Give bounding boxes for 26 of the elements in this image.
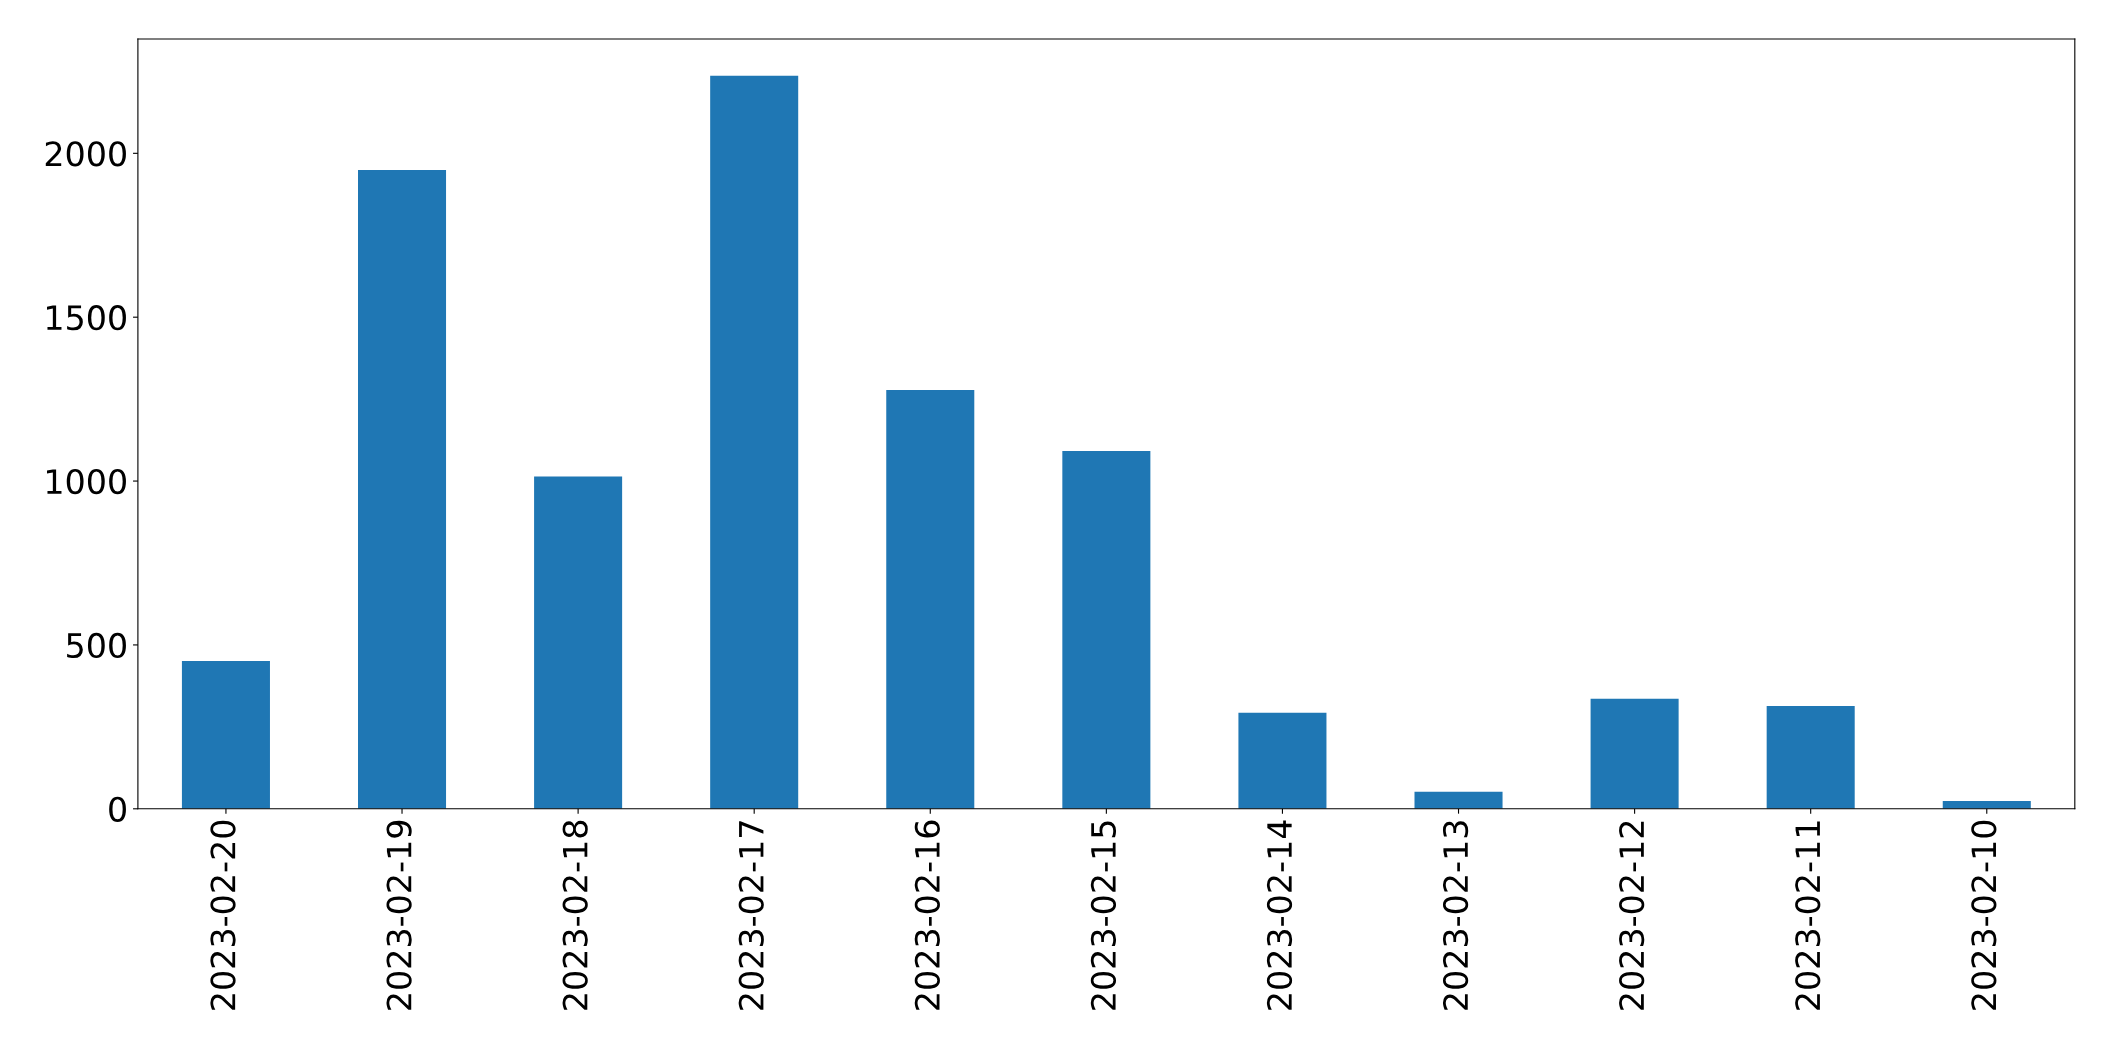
bar — [1414, 791, 1503, 809]
bar — [1238, 712, 1327, 809]
bar — [358, 170, 447, 809]
bar — [1766, 705, 1855, 809]
x-tick-label: 2023-02-18 — [562, 820, 588, 1010]
bar — [886, 389, 975, 809]
bar — [1590, 698, 1679, 809]
y-tick-label: 1000 — [47, 468, 126, 495]
y-tick-label: 2000 — [45, 141, 126, 167]
y-tick-label: 500 — [67, 632, 126, 659]
x-tick-label: 2023-02-11 — [1795, 821, 1821, 1010]
x-tick-label: 2023-02-19 — [386, 820, 412, 1010]
x-tick-label: 2023-02-14 — [1266, 820, 1293, 1010]
x-tick-label: 2023-02-12 — [1619, 821, 1645, 1010]
x-tick-label: 2023-02-13 — [1442, 821, 1469, 1010]
y-tick-label: 0 — [109, 796, 126, 822]
bar — [1062, 450, 1151, 809]
x-tick-label: 2023-02-20 — [210, 820, 236, 1010]
x-tick-label: 2023-02-15 — [1090, 821, 1117, 1010]
x-tick-label: 2023-02-10 — [1971, 820, 1997, 1010]
bar — [710, 75, 799, 809]
bar — [534, 476, 623, 809]
bar — [181, 660, 270, 809]
y-tick-label: 1500 — [47, 305, 126, 331]
x-tick-label: 2023-02-17 — [738, 821, 764, 1010]
x-tick-label: 2023-02-16 — [914, 820, 940, 1010]
